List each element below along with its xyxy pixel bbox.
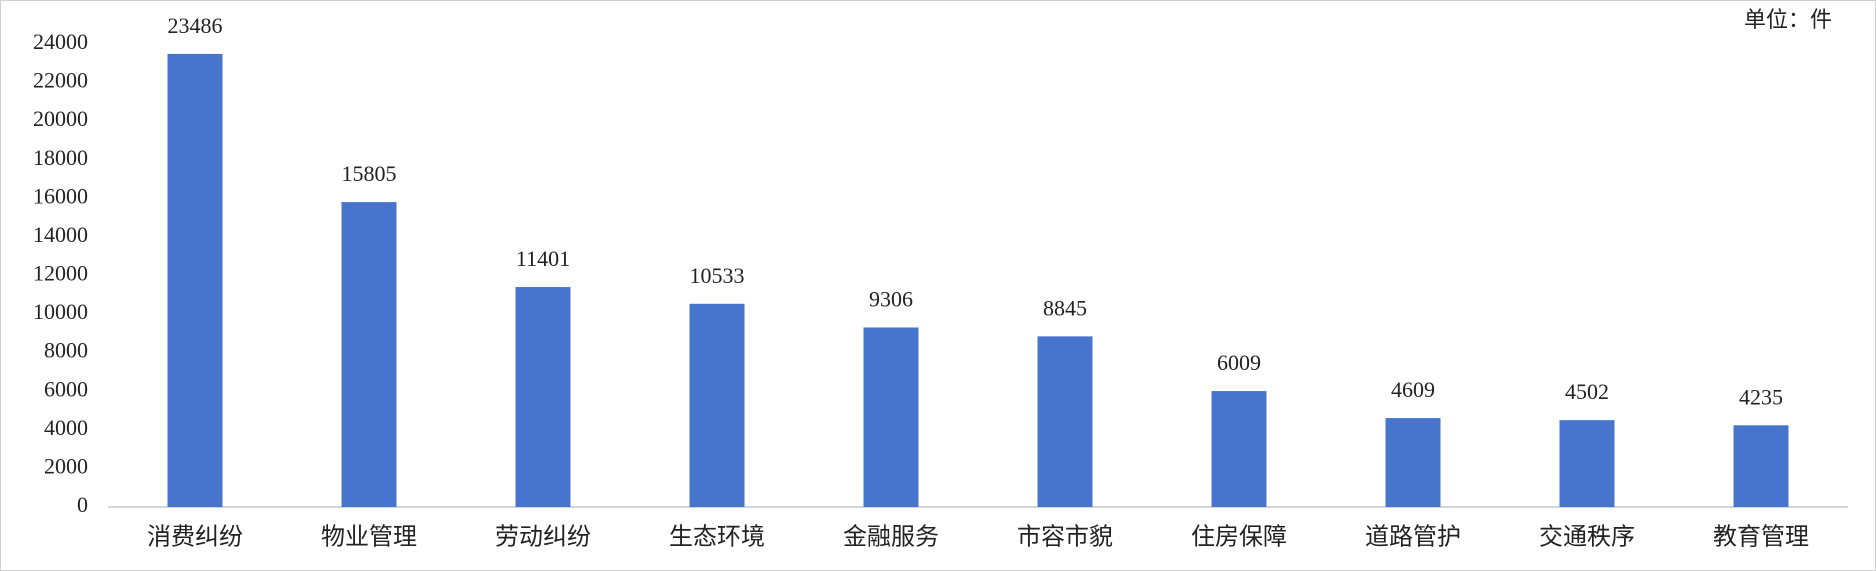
value-label: 8845 (1043, 295, 1087, 320)
value-label: 11401 (516, 246, 570, 271)
y-tick-label: 18000 (33, 145, 88, 170)
y-tick-label: 20000 (33, 106, 88, 131)
x-tick-label: 教育管理 (1713, 524, 1809, 551)
bar (689, 303, 745, 507)
bar (1385, 418, 1441, 507)
x-tick-label: 住房保障 (1191, 524, 1287, 551)
value-label: 15805 (342, 161, 397, 186)
x-tick-label: 消费纠纷 (147, 524, 243, 551)
x-tick-label: 生态环境 (669, 524, 765, 551)
value-label: 9306 (869, 287, 913, 312)
value-label: 6009 (1217, 350, 1261, 375)
bar (1559, 420, 1615, 507)
unit-label: 单位：件 (1744, 7, 1832, 32)
value-label: 10533 (690, 263, 745, 288)
value-label: 23486 (168, 13, 223, 38)
y-tick-label: 6000 (44, 376, 88, 401)
y-tick-label: 16000 (33, 183, 88, 208)
bar (863, 327, 919, 507)
x-tick-label: 道路管护 (1365, 524, 1461, 551)
y-tick-label: 4000 (44, 415, 88, 440)
y-tick-label: 2000 (44, 453, 88, 478)
bar (167, 53, 223, 507)
value-label: 4502 (1565, 379, 1609, 404)
y-tick-label: 14000 (33, 222, 88, 247)
y-tick-label: 22000 (33, 68, 88, 93)
x-tick-label: 劳动纠纷 (495, 524, 591, 551)
value-label: 4609 (1391, 377, 1435, 402)
y-tick-label: 10000 (33, 299, 88, 324)
x-tick-label: 市容市貌 (1017, 524, 1113, 551)
y-tick-label: 8000 (44, 338, 88, 363)
y-tick-label: 12000 (33, 261, 88, 286)
x-tick-label: 物业管理 (321, 524, 417, 551)
bar (515, 287, 571, 507)
bar (341, 202, 397, 507)
y-tick-label: 24000 (33, 29, 88, 54)
y-tick-label: 0 (77, 492, 88, 517)
bar (1211, 391, 1267, 507)
x-tick-label: 交通秩序 (1539, 524, 1635, 551)
value-label: 4235 (1739, 384, 1783, 409)
bar (1037, 336, 1093, 507)
bar (1733, 425, 1789, 507)
x-tick-label: 金融服务 (843, 524, 939, 551)
